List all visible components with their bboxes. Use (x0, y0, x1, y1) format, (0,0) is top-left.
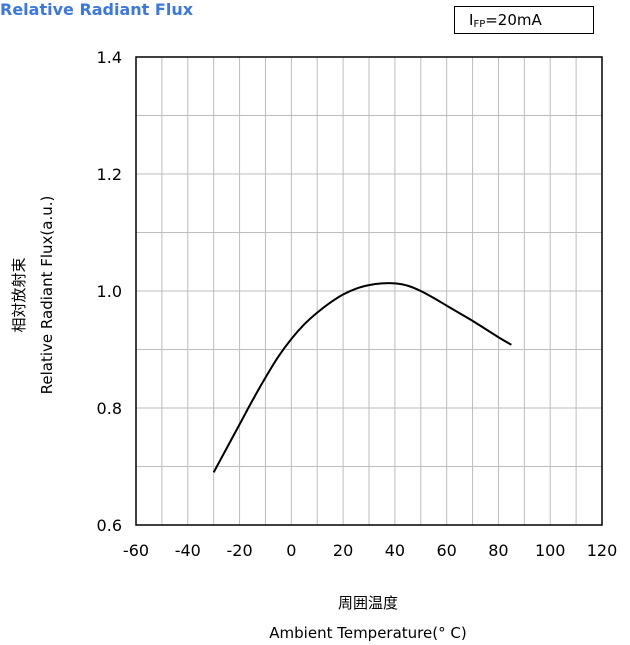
y-tick-label: 1.4 (97, 48, 122, 67)
x-axis-title-cn: 周囲温度 (338, 594, 398, 612)
condition-sub: FP (473, 19, 486, 30)
x-tick-label: 120 (587, 541, 618, 560)
x-tick-label: 60 (436, 541, 456, 560)
y-tick-label: 1.2 (97, 165, 122, 184)
condition-value: =20mA (485, 11, 542, 29)
y-axis-title: Relative Radiant Flux(a.u.) (38, 196, 56, 395)
x-tick-label: 20 (333, 541, 353, 560)
x-tick-label: 40 (385, 541, 405, 560)
x-tick-label: 80 (488, 541, 508, 560)
y-tick-label: 0.8 (97, 399, 122, 418)
condition-main: I (469, 11, 474, 29)
x-tick-label: -40 (175, 541, 201, 560)
chart-title: Relative Radiant Flux (0, 0, 194, 19)
grid-lines (136, 57, 602, 525)
y-tick-label: 0.6 (97, 516, 122, 535)
x-tick-labels: -60 -40 -20 0 20 40 60 80 100 120 (123, 541, 617, 560)
x-tick-label: -60 (123, 541, 149, 560)
y-axis-title-cn: 相対放射束 (10, 257, 28, 332)
x-tick-label: -20 (226, 541, 252, 560)
x-tick-label: 100 (535, 541, 566, 560)
plot-frame (135, 56, 603, 526)
x-axis-title: Ambient Temperature(° C) (269, 624, 466, 642)
condition-box: IFP=20mA (454, 6, 594, 34)
x-tick-label: 0 (286, 541, 296, 560)
y-tick-label: 1.0 (97, 282, 122, 301)
y-tick-labels: 0.6 0.8 1.0 1.2 1.4 (97, 48, 122, 535)
series-line (212, 282, 512, 473)
